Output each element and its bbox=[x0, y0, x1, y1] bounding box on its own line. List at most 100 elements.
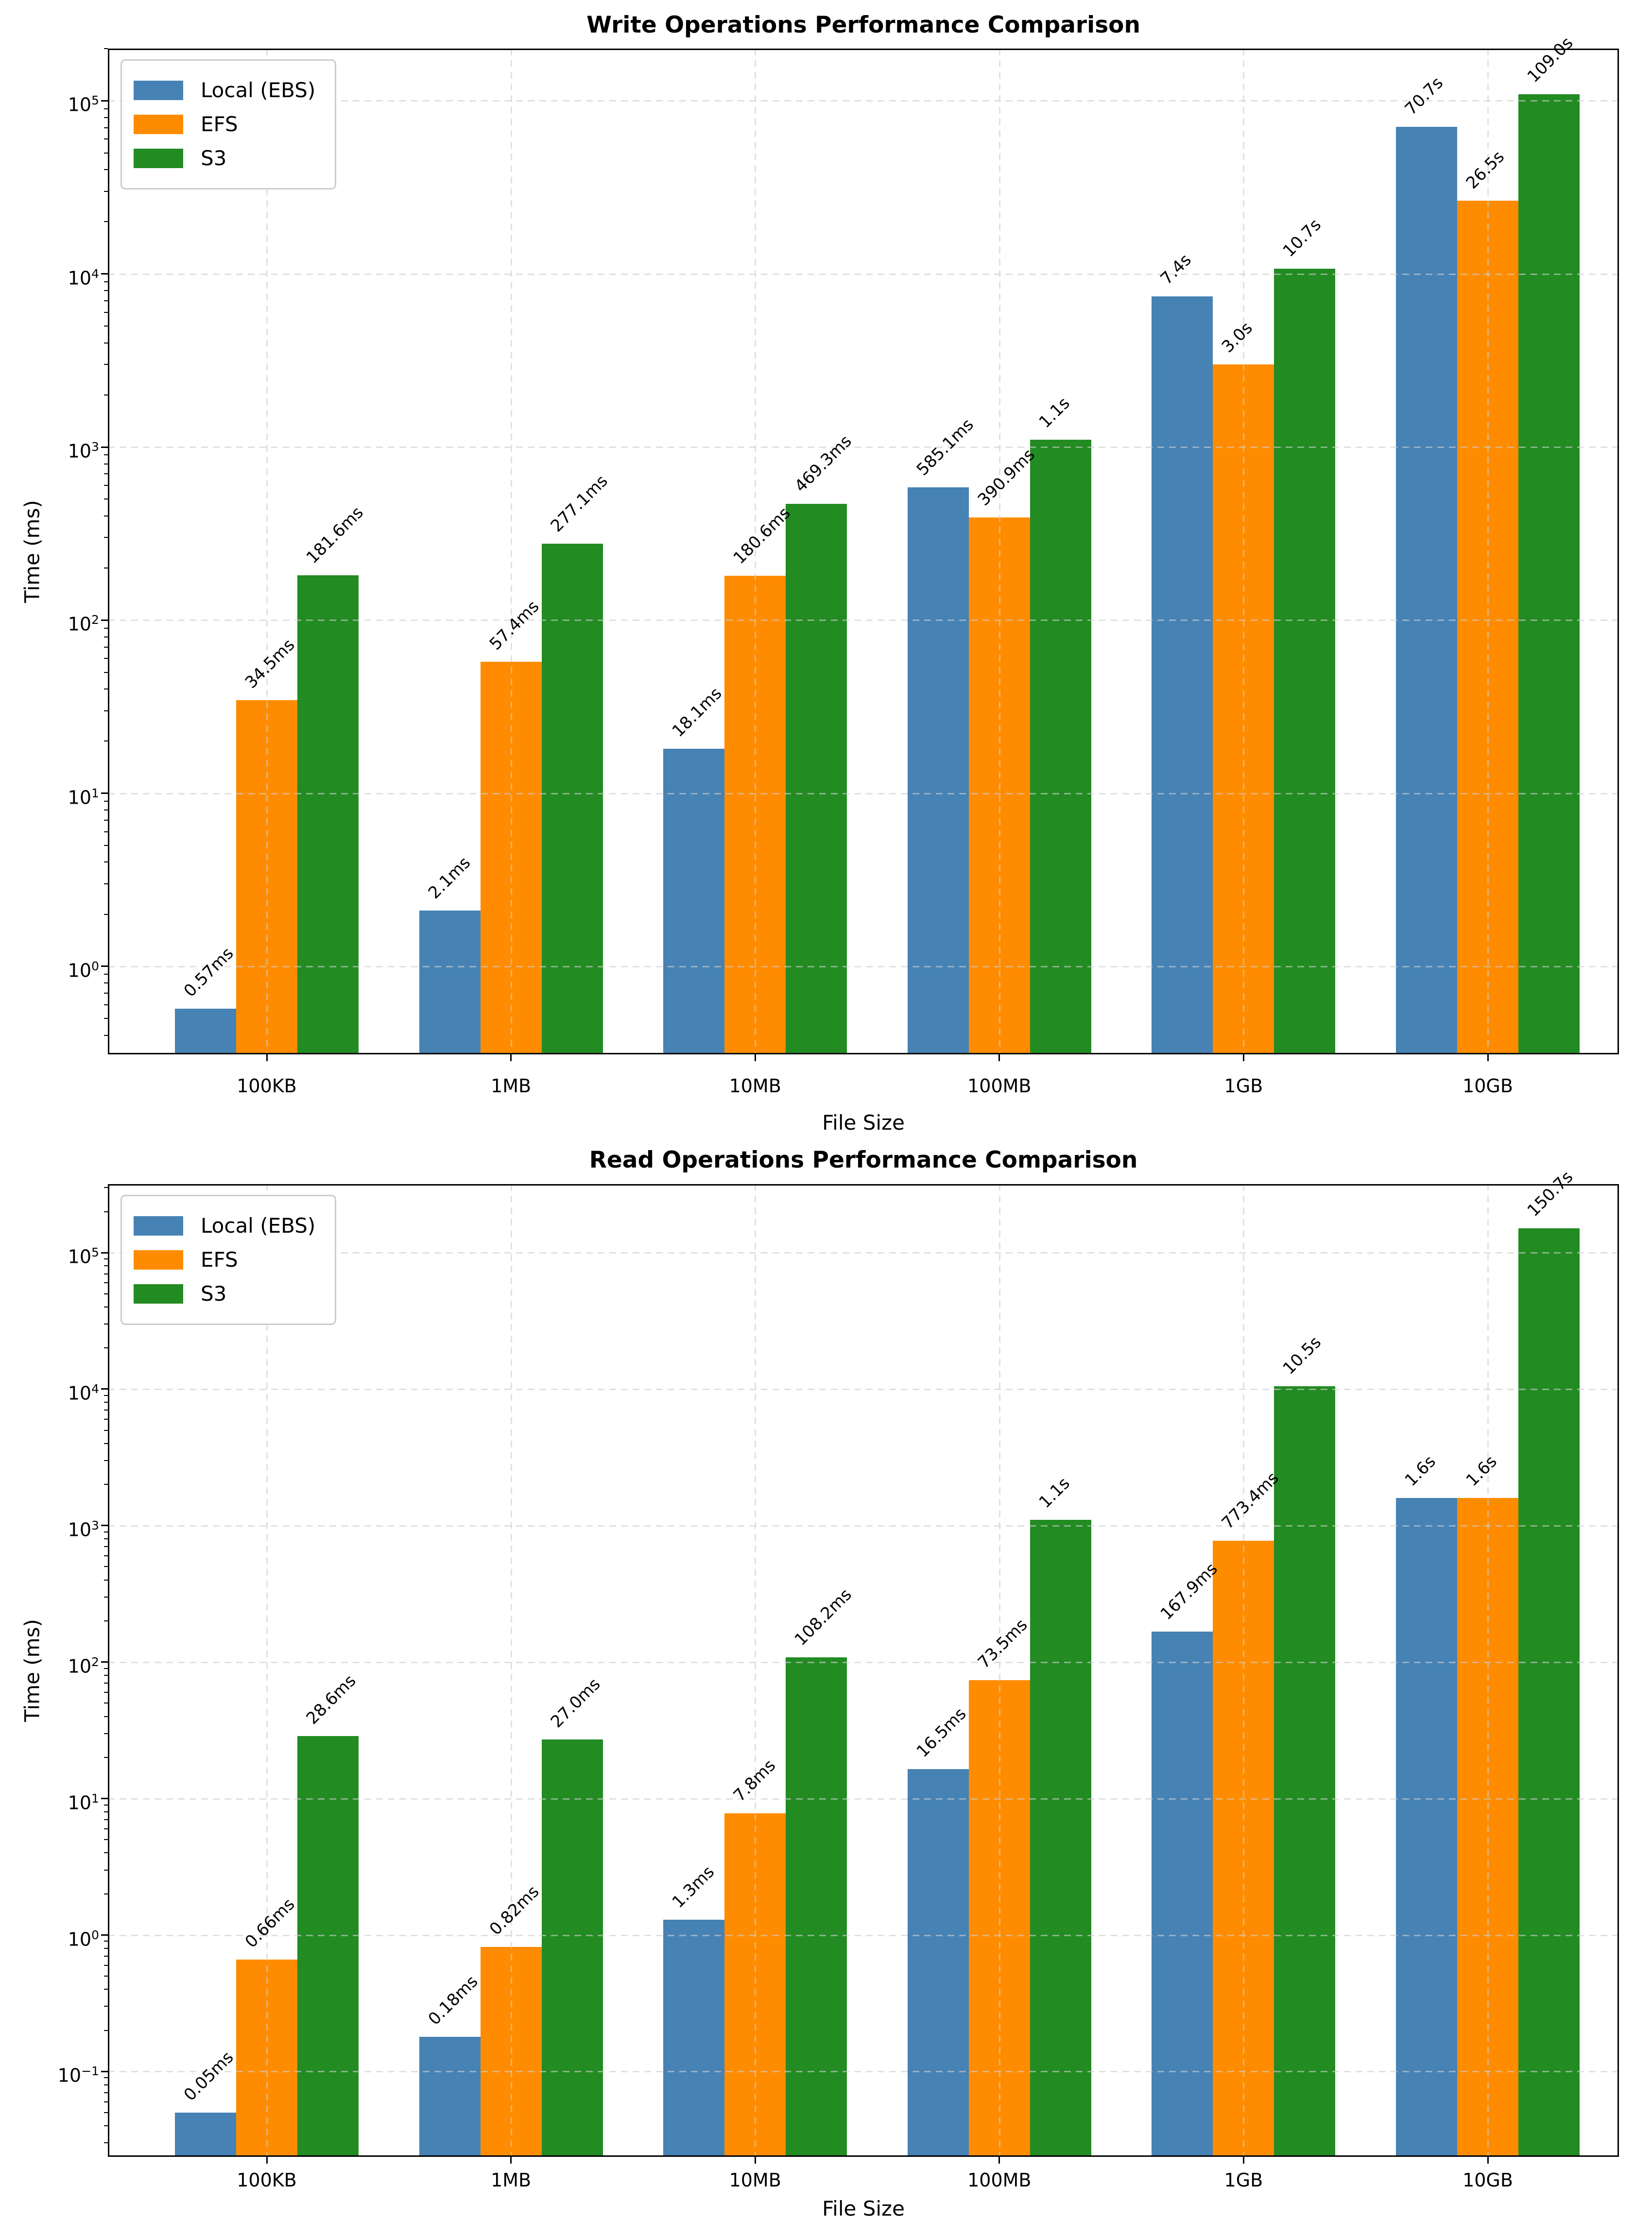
y-major-tick bbox=[101, 2070, 108, 2072]
bar-value-label: 27.0ms bbox=[547, 1674, 604, 1732]
legend-swatch-s3 bbox=[134, 149, 183, 168]
bar-local-ebs-100kb bbox=[175, 1008, 236, 1054]
write-chart-x-axis-label: File Size bbox=[822, 1111, 905, 1135]
y-minor-tick bbox=[104, 671, 108, 673]
y-minor-tick bbox=[104, 473, 108, 475]
y-minor-tick bbox=[104, 982, 108, 984]
legend-label-efs: EFS bbox=[201, 1248, 238, 1272]
v-gridline-10mb bbox=[755, 1184, 757, 2157]
legend-item-efs: EFS bbox=[134, 111, 315, 138]
y-minor-tick bbox=[104, 127, 108, 128]
y-minor-tick bbox=[104, 993, 108, 994]
y-minor-tick bbox=[104, 2125, 108, 2127]
y-minor-tick bbox=[104, 190, 108, 192]
y-major-tick bbox=[101, 100, 108, 102]
v-gridline-1mb bbox=[510, 49, 512, 1054]
x-tick-label-100kb: 100KB bbox=[237, 2169, 297, 2191]
bar-local-ebs-100mb bbox=[907, 487, 969, 1054]
legend-swatch-efs bbox=[134, 115, 183, 134]
y-minor-tick bbox=[104, 221, 108, 223]
y-minor-tick bbox=[104, 1839, 108, 1841]
y-major-tick bbox=[101, 1798, 108, 1800]
x-major-tick bbox=[266, 1054, 268, 1061]
x-tick-label-10gb: 10GB bbox=[1463, 1075, 1513, 1097]
x-tick-label-10mb: 10MB bbox=[729, 1075, 781, 1097]
x-major-tick bbox=[998, 1054, 1000, 1061]
y-minor-tick bbox=[104, 311, 108, 313]
y-minor-tick bbox=[104, 1419, 108, 1420]
bar-value-label: 167.9ms bbox=[1157, 1559, 1222, 1624]
bar-s3-1mb bbox=[541, 543, 603, 1054]
x-tick-label-1mb: 1MB bbox=[491, 2169, 532, 2191]
v-gridline-100mb bbox=[998, 49, 1000, 1054]
bar-value-label: 28.6ms bbox=[302, 1671, 360, 1729]
y-major-tick bbox=[101, 446, 108, 448]
y-minor-tick bbox=[104, 1531, 108, 1532]
read-chart-x-axis-label: File Size bbox=[822, 2197, 905, 2220]
y-tick-label-10e2: 102 bbox=[68, 1654, 99, 1677]
y-major-tick bbox=[101, 792, 108, 794]
x-tick-label-100kb: 100KB bbox=[237, 1075, 297, 1097]
bar-s3-100mb bbox=[1030, 440, 1091, 1054]
y-major-tick bbox=[101, 1388, 108, 1390]
bar-value-label: 0.82ms bbox=[485, 1881, 543, 1939]
bar-value-label: 108.2ms bbox=[791, 1585, 856, 1650]
legend-label-efs: EFS bbox=[201, 112, 238, 136]
legend-swatch-local-ebs bbox=[134, 1216, 183, 1236]
y-minor-tick bbox=[104, 152, 108, 154]
x-major-tick bbox=[1487, 1054, 1489, 1061]
y-minor-tick bbox=[104, 1187, 108, 1188]
y-major-tick bbox=[101, 1934, 108, 1936]
y-minor-tick bbox=[104, 1394, 108, 1396]
y-minor-tick bbox=[104, 1819, 108, 1821]
y-minor-tick bbox=[104, 1443, 108, 1444]
y-minor-tick bbox=[104, 1273, 108, 1274]
y-minor-tick bbox=[104, 1757, 108, 1758]
x-tick-label-1gb: 1GB bbox=[1224, 2169, 1263, 2191]
y-minor-tick bbox=[104, 1703, 108, 1704]
y-minor-tick bbox=[104, 1811, 108, 1812]
bar-s3-10mb bbox=[786, 504, 847, 1054]
write-chart-y-axis-label: Time (ms) bbox=[20, 500, 44, 603]
y-minor-tick bbox=[104, 1852, 108, 1854]
y-minor-tick bbox=[104, 1683, 108, 1684]
bar-local-ebs-100mb bbox=[907, 1769, 969, 2157]
y-minor-tick bbox=[104, 1674, 108, 1676]
y-major-tick bbox=[101, 965, 108, 967]
y-minor-tick bbox=[104, 2030, 108, 2031]
h-gridline-10e4 bbox=[108, 273, 1619, 275]
y-tick-label-10e4: 104 bbox=[68, 266, 99, 289]
bar-s3-1mb bbox=[541, 1739, 603, 2157]
bar-value-label: 10.5s bbox=[1279, 1332, 1325, 1378]
bar-local-ebs-1gb bbox=[1152, 296, 1213, 1054]
bar-value-label: 0.18ms bbox=[424, 1971, 482, 2029]
y-minor-tick bbox=[104, 2006, 108, 2007]
legend-label-s3: S3 bbox=[201, 146, 227, 170]
y-minor-tick bbox=[104, 861, 108, 863]
y-minor-tick bbox=[104, 819, 108, 821]
y-minor-tick bbox=[104, 1976, 108, 1977]
bar-local-ebs-10gb bbox=[1396, 127, 1457, 1054]
y-minor-tick bbox=[104, 913, 108, 915]
y-minor-tick bbox=[104, 342, 108, 344]
y-minor-tick bbox=[104, 831, 108, 832]
y-minor-tick bbox=[104, 974, 108, 975]
x-major-tick bbox=[754, 2157, 756, 2164]
bar-s3-10mb bbox=[786, 1657, 847, 2157]
y-minor-tick bbox=[104, 1956, 108, 1957]
y-minor-tick bbox=[104, 1484, 108, 1485]
v-gridline-10gb bbox=[1487, 49, 1489, 1054]
legend-swatch-s3 bbox=[134, 1284, 183, 1304]
y-minor-tick bbox=[104, 1964, 108, 1966]
y-minor-tick bbox=[104, 2092, 108, 2093]
x-major-tick bbox=[998, 2157, 1000, 2164]
y-minor-tick bbox=[104, 463, 108, 465]
bar-value-label: 1.6s bbox=[1462, 1451, 1501, 1490]
bar-value-label: 0.66ms bbox=[241, 1894, 299, 1952]
y-minor-tick bbox=[104, 740, 108, 742]
x-major-tick bbox=[754, 1054, 756, 1061]
bar-s3-100kb bbox=[297, 1736, 359, 2157]
y-minor-tick bbox=[104, 394, 108, 396]
v-gridline-100kb bbox=[266, 49, 268, 1054]
